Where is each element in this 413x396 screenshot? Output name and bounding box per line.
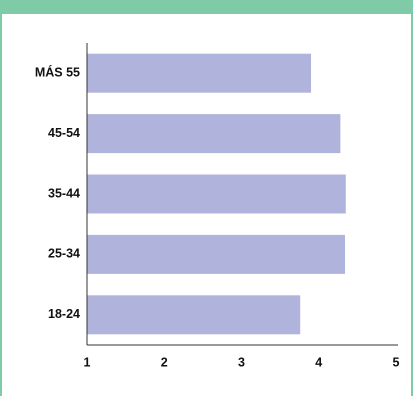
category-label-25-34: 25-34 bbox=[48, 247, 80, 261]
bar-45-54 bbox=[87, 114, 341, 154]
bar-25-34 bbox=[87, 234, 346, 274]
category-label-18-24: 18-24 bbox=[48, 307, 80, 321]
category-labels: MÁS 55 45-54 35-44 25-34 18-24 bbox=[35, 64, 80, 321]
bar-35-44 bbox=[87, 174, 346, 214]
category-label-35-44: 35-44 bbox=[48, 186, 80, 200]
x-tick-labels: 1 2 3 4 5 bbox=[84, 355, 400, 369]
x-tick-label-4: 4 bbox=[315, 355, 322, 369]
x-tick-label-2: 2 bbox=[161, 355, 168, 369]
bar-18-24 bbox=[87, 295, 301, 335]
category-label-m-s-55: MÁS 55 bbox=[35, 64, 80, 79]
x-tick-label-3: 3 bbox=[238, 355, 245, 369]
category-label-45-54: 45-54 bbox=[48, 126, 80, 140]
x-tick-label-1: 1 bbox=[84, 355, 91, 369]
header-band bbox=[2, 0, 411, 14]
x-tick-label-5: 5 bbox=[393, 355, 400, 369]
bar-m-s-55 bbox=[87, 53, 312, 93]
bars-group bbox=[87, 53, 346, 335]
